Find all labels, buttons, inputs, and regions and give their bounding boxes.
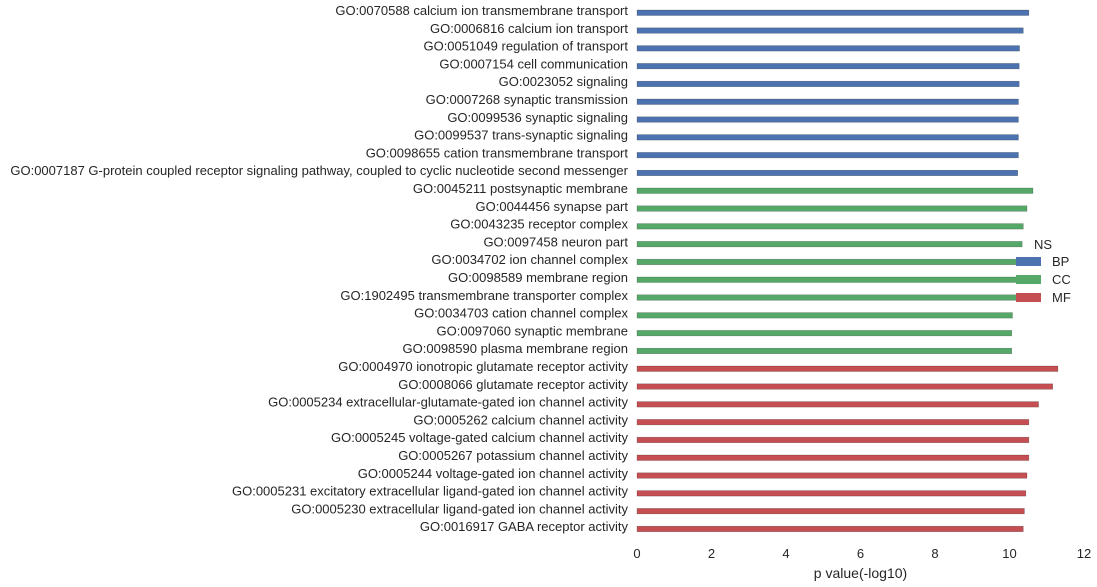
category-label: GO:0098589 membrane region [448,270,628,285]
bar-bp-6 [636,98,1019,105]
bar-bp-2 [636,27,1024,34]
bar-mf-29 [636,508,1025,515]
legend-title: NS [1034,237,1052,252]
category-label: GO:0006816 calcium ion transport [430,21,628,36]
bar-bp-4 [636,63,1020,70]
category-label: GO:0007154 cell communication [439,56,628,71]
bar-bp-3 [636,45,1020,52]
category-label: GO:0044456 synapse part [476,199,629,214]
x-tick-label: 10 [1002,546,1016,561]
x-tick-label: 0 [633,546,640,561]
category-label: GO:0034703 cation channel complex [414,306,628,321]
category-label: GO:0005234 extracellular-glutamate-gated… [268,395,628,410]
category-label: GO:1902495 transmembrane transporter com… [340,288,628,303]
bar-cc-18 [636,312,1013,319]
category-label: GO:0004970 ionotropic glutamate receptor… [338,359,628,374]
x-axis-ticks-group: 0 2 4 6 8 10 12 [633,546,1091,561]
category-label: GO:0023052 signaling [499,74,628,89]
category-label: GO:0005230 extracellular ligand-gated io… [291,501,628,516]
category-label: GO:0005262 calcium channel activity [413,412,628,427]
category-label: GO:0043235 receptor complex [450,217,628,232]
category-label: GO:0099537 trans-synaptic signaling [414,128,628,143]
bar-mf-26 [636,454,1030,461]
bar-bp-10 [636,169,1018,176]
category-label: GO:0007268 synaptic transmission [426,92,628,107]
x-tick-label: 8 [931,546,938,561]
bar-bp-9 [636,152,1019,159]
category-label: GO:0099536 synaptic signaling [447,110,628,125]
bar-cc-14 [636,241,1023,248]
bar-bp-7 [636,116,1019,123]
bar-mf-25 [636,436,1030,443]
bar-mf-28 [636,490,1027,497]
bar-cc-12 [636,205,1028,212]
x-tick-label: 6 [857,546,864,561]
legend-label-cc: CC [1052,272,1071,287]
category-label: GO:0005231 excitatory extracellular liga… [232,484,629,499]
category-label: GO:0005267 potassium channel activity [398,448,628,463]
legend-label-bp: BP [1052,254,1069,269]
bars-group [636,9,1059,532]
bar-cc-19 [636,330,1012,337]
bar-mf-24 [636,419,1030,426]
category-labels-group: GO:0070588 calcium ion transmembrane tra… [10,3,628,534]
legend: NS BP CC MF [1016,237,1071,305]
bar-mf-22 [636,383,1053,390]
bar-mf-21 [636,365,1059,372]
bar-cc-13 [636,223,1024,230]
category-label: GO:0045211 postsynaptic membrane [413,181,628,196]
bar-mf-27 [636,472,1028,479]
category-label: GO:0007187 G-protein coupled receptor si… [10,163,628,178]
legend-label-mf: MF [1052,290,1071,305]
x-tick-label: 2 [708,546,715,561]
bar-mf-23 [636,401,1039,408]
category-label: GO:0098655 cation transmembrane transpor… [366,145,629,160]
category-label: GO:0034702 ion channel complex [431,252,628,267]
bar-bp-8 [636,134,1019,141]
category-label: GO:0097458 neuron part [483,234,628,249]
bar-bp-5 [636,80,1020,87]
bar-mf-30 [636,525,1024,532]
bar-bp-1 [636,9,1030,16]
category-label: GO:0098590 plasma membrane region [403,341,628,356]
legend-swatch-cc [1016,275,1041,284]
legend-swatch-bp [1016,257,1041,266]
x-tick-label: 12 [1077,546,1091,561]
category-label: GO:0070588 calcium ion transmembrane tra… [335,3,628,18]
bar-cc-15 [636,258,1020,265]
bar-cc-20 [636,347,1012,354]
category-label: GO:0097060 synaptic membrane [437,323,629,338]
x-tick-label: 4 [782,546,789,561]
category-label: GO:0016917 GABA receptor activity [420,519,629,534]
bar-cc-11 [636,187,1034,194]
x-axis-title: p value(-log10) [814,565,907,581]
category-label: GO:0051049 regulation of transport [423,39,628,54]
category-label: GO:0005245 voltage-gated calcium channel… [331,430,629,445]
category-label: GO:0008066 glutamate receptor activity [398,377,628,392]
bar-cc-17 [636,294,1018,301]
bar-cc-16 [636,276,1019,283]
category-label: GO:0005244 voltage-gated ion channel act… [358,466,629,481]
legend-swatch-mf [1016,293,1041,302]
